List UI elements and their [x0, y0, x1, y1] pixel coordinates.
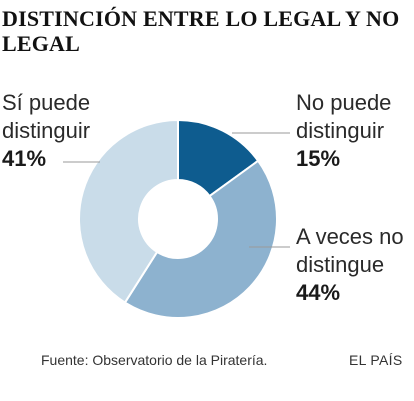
label-a-veces-line1: A veces no — [296, 224, 404, 249]
label-si-puede: Sí puede distinguir 41% — [2, 89, 90, 173]
label-a-veces: A veces no distingue 44% — [296, 223, 404, 307]
label-no-puede-line2: distinguir — [296, 118, 385, 143]
label-a-veces-line2: distingue — [296, 252, 385, 277]
label-no-puede: No puede distinguir 15% — [296, 89, 391, 173]
label-a-veces-value: 44% — [296, 280, 341, 305]
donut-slice-2 — [78, 118, 179, 304]
label-si-puede-line1: Sí puede — [2, 90, 91, 115]
chart-title: DISTINCIÓN ENTRE LO LEGAL Y NO LEGAL — [2, 6, 400, 56]
donut-slice-1 — [123, 159, 278, 319]
brand-credit: EL PAÍS — [349, 352, 403, 368]
label-si-puede-line2: distinguir — [2, 118, 91, 143]
label-no-puede-line1: No puede — [296, 90, 392, 115]
donut-slices — [78, 118, 278, 319]
label-si-puede-value: 41% — [2, 146, 47, 171]
source-note: Fuente: Observatorio de la Piratería. — [41, 352, 268, 368]
leader-lines — [63, 132, 290, 248]
label-no-puede-value: 15% — [296, 146, 341, 171]
